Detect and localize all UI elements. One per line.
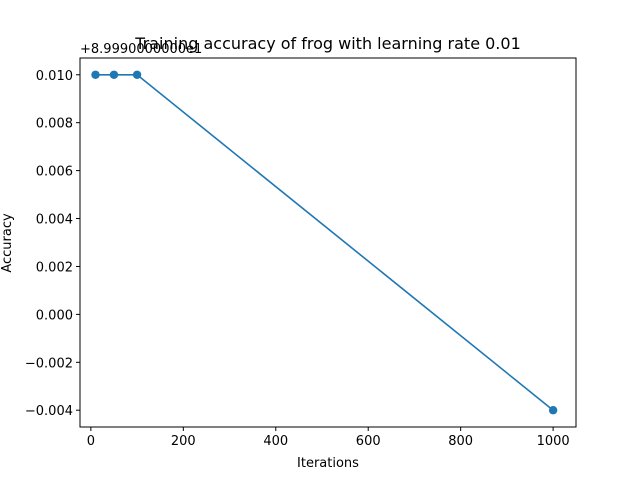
x-axis-label: Iterations — [297, 456, 359, 471]
y-tick-label: −0.002 — [25, 356, 73, 371]
x-tick-label: 400 — [263, 434, 288, 449]
y-tick-label: 0.004 — [36, 213, 73, 228]
y-axis-label: Accuracy — [0, 213, 15, 273]
y-axis: −0.004 −0.002 0.000 0.002 0.004 0.006 0.008 0.0… — [25, 69, 80, 419]
data-point — [109, 70, 119, 79]
x-tick-label: 200 — [171, 434, 196, 449]
plot-area — [79, 57, 577, 428]
y-offset-label: +8.9990000000e1 — [80, 42, 202, 57]
chart-title: Training accuracy of frog with learning … — [134, 34, 521, 53]
y-tick-label: 0.006 — [36, 165, 73, 180]
y-tick-label: −0.004 — [25, 404, 73, 419]
x-tick-label: 0 — [87, 434, 95, 449]
y-tick-label: 0.000 — [36, 308, 73, 323]
x-tick-label: 1000 — [537, 434, 570, 449]
y-tick-label: 0.010 — [36, 69, 73, 84]
data-point — [548, 406, 558, 415]
y-tick-label: 0.002 — [36, 260, 73, 275]
series-line — [95, 73, 554, 411]
data-point — [132, 70, 142, 79]
x-tick-label: 600 — [356, 434, 381, 449]
x-tick-label: 800 — [448, 434, 473, 449]
y-tick-label: 0.008 — [36, 117, 73, 132]
axes-frame — [79, 57, 577, 428]
series-layer — [91, 70, 558, 415]
x-axis: 0 200 400 600 800 1000 — [87, 427, 570, 449]
data-point — [91, 70, 100, 79]
